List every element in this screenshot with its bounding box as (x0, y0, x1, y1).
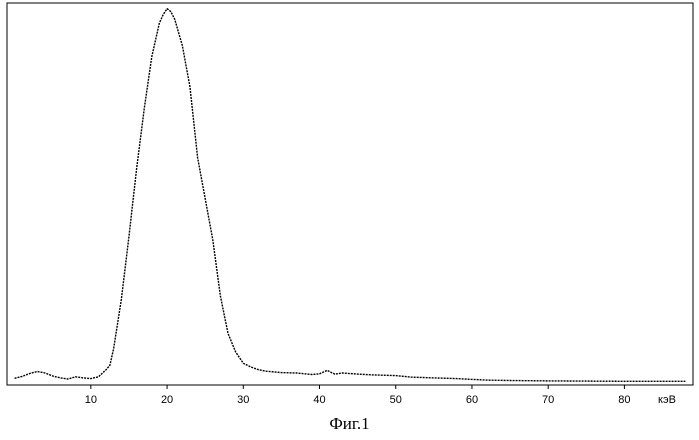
x-tick-label: 10 (85, 394, 97, 406)
x-axis-ticks: 10 20 30 40 50 60 70 80 (85, 385, 631, 406)
x-tick-label: 80 (618, 394, 630, 406)
x-tick-label: 50 (390, 394, 402, 406)
x-tick-label: 60 (466, 394, 478, 406)
x-tick-label: 40 (313, 394, 325, 406)
x-axis-unit-label: кэВ (658, 394, 676, 406)
x-tick-label: 70 (542, 394, 554, 406)
x-tick-label: 20 (161, 394, 173, 406)
figure-caption: Фиг.1 (0, 414, 699, 434)
plot-frame (7, 3, 693, 385)
x-tick-label: 30 (237, 394, 249, 406)
